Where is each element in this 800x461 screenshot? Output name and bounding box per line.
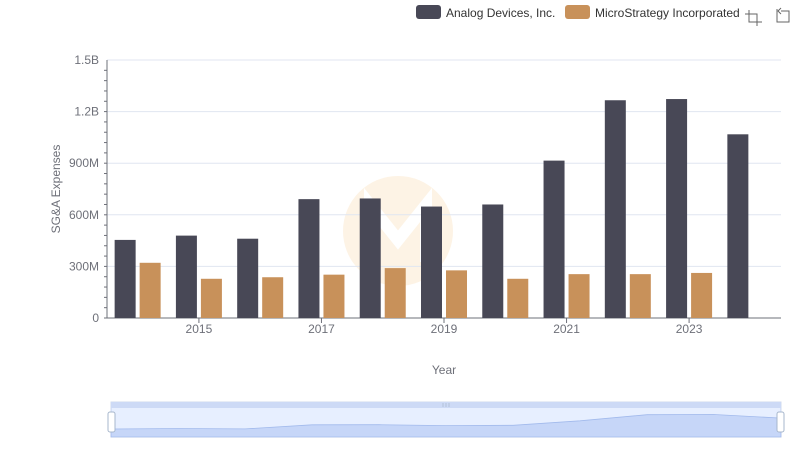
bar-analog-devices-2021[interactable] — [543, 160, 565, 318]
bar-microstrategy-2017[interactable] — [323, 274, 345, 318]
data-zoom-slider[interactable] — [107, 401, 785, 438]
bar-analog-devices-2017[interactable] — [298, 199, 320, 318]
legend-swatch — [565, 5, 590, 19]
bar-analog-devices-2014[interactable] — [114, 239, 136, 318]
x-axis: 2015 2017 2019 2021 2023 — [107, 317, 781, 336]
slider-preview-area — [110, 414, 782, 438]
x-tick-label: 2021 — [553, 322, 580, 336]
y-tick-label: 300M — [69, 259, 99, 273]
x-tick-label: 2017 — [308, 322, 335, 336]
bar-microstrategy-2018[interactable] — [384, 268, 406, 318]
bar-analog-devices-2015[interactable] — [175, 235, 197, 318]
bar-microstrategy-2016[interactable] — [262, 277, 284, 318]
zoom-select-icon[interactable] — [745, 10, 762, 26]
zoom-reset-icon[interactable] — [776, 7, 790, 23]
y-tick-label: 1.5B — [74, 53, 99, 67]
slider-handle-icon[interactable] — [776, 411, 785, 433]
bars — [114, 99, 749, 318]
legend-label: MicroStrategy Incorporated — [595, 6, 740, 20]
legend-item-analog-devices[interactable]: Analog Devices, Inc. — [416, 5, 555, 20]
bar-microstrategy-2020[interactable] — [507, 278, 529, 318]
bar-microstrategy-2015[interactable] — [200, 278, 222, 318]
x-axis-title: Year — [432, 363, 456, 377]
bar-microstrategy-2014[interactable] — [139, 262, 161, 318]
bar-analog-devices-2016[interactable] — [237, 238, 259, 318]
x-tick-label: 2023 — [676, 322, 703, 336]
bar-analog-devices-2023[interactable] — [666, 99, 688, 318]
bar-microstrategy-2022[interactable] — [629, 274, 651, 318]
slider-selected-range — [111, 402, 781, 437]
y-tick-label: 1.2B — [74, 105, 99, 119]
legend: Analog Devices, Inc. MicroStrategy Incor… — [416, 5, 740, 20]
y-tick-label: 0 — [92, 311, 99, 325]
bar-microstrategy-2023[interactable] — [691, 272, 713, 318]
legend-label: Analog Devices, Inc. — [446, 6, 555, 20]
bar-analog-devices-2022[interactable] — [604, 100, 626, 318]
y-axis-title: SG&A Expenses — [49, 145, 63, 234]
bar-analog-devices-2019[interactable] — [421, 206, 442, 318]
y-axis: 0 300M 600M 900M 1.2B 1.5B — [69, 53, 108, 325]
legend-item-microstrategy[interactable]: MicroStrategy Incorporated — [565, 5, 740, 20]
y-tick-label: 900M — [69, 156, 99, 170]
bar-analog-devices-2020[interactable] — [482, 204, 504, 318]
slider-move-handle[interactable] — [442, 403, 450, 407]
y-tick-label: 600M — [69, 208, 99, 222]
bar-microstrategy-2021[interactable] — [568, 274, 590, 318]
x-tick-label: 2019 — [431, 322, 458, 336]
bar-analog-devices-2018[interactable] — [359, 198, 381, 318]
bar-microstrategy-2019[interactable] — [446, 270, 467, 318]
bar-analog-devices-2024[interactable] — [727, 134, 749, 318]
legend-swatch — [416, 5, 441, 19]
x-tick-label: 2015 — [186, 322, 213, 336]
slider-handle-icon[interactable] — [107, 411, 116, 433]
